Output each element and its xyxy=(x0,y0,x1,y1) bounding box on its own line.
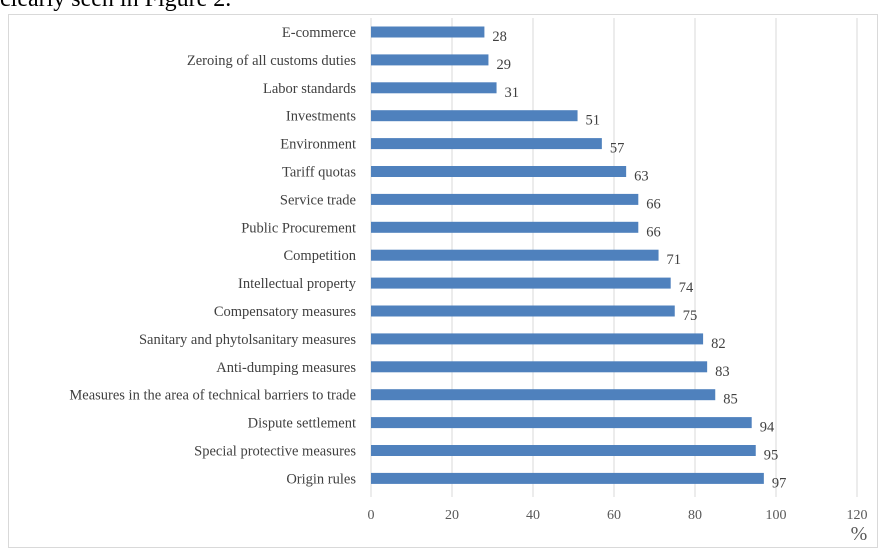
data-label: 66 xyxy=(646,196,661,212)
page-heading-fragment: clearly seen in Figure 2. xyxy=(0,0,231,13)
bar xyxy=(371,193,639,205)
bar xyxy=(371,472,764,484)
data-label: 74 xyxy=(679,280,694,296)
x-tick-label: 20 xyxy=(445,508,459,523)
bar xyxy=(371,389,716,401)
x-tick-label: 0 xyxy=(368,508,375,523)
category-label: Public Procurement xyxy=(241,220,356,236)
bar xyxy=(371,445,756,456)
data-label: 57 xyxy=(610,141,625,157)
data-label: 82 xyxy=(711,336,726,352)
bar xyxy=(371,26,485,38)
x-tick-label: 60 xyxy=(607,508,621,523)
data-label: 51 xyxy=(586,113,601,129)
category-label: Sanitary and phytolsanitary measures xyxy=(139,332,356,348)
data-label: 83 xyxy=(715,364,730,380)
data-label: 63 xyxy=(634,169,649,185)
bar xyxy=(371,333,704,345)
bar xyxy=(371,221,639,233)
x-tick-label: 40 xyxy=(526,508,540,523)
category-label: Anti-dumping measures xyxy=(216,360,356,376)
x-tick-label: 100 xyxy=(766,508,787,523)
bar xyxy=(371,417,752,429)
data-label: 66 xyxy=(646,224,661,240)
category-label: Special protective measures xyxy=(194,444,356,460)
bar xyxy=(371,305,675,317)
category-label: Compensatory measures xyxy=(214,304,357,320)
bar xyxy=(371,82,497,94)
bar xyxy=(371,166,627,177)
bar xyxy=(371,110,578,122)
category-label: Dispute settlement xyxy=(248,416,356,432)
category-label: Investments xyxy=(286,109,356,125)
category-label: Zeroing of all customs duties xyxy=(187,53,356,69)
data-label: 31 xyxy=(505,85,520,101)
data-label: 95 xyxy=(764,448,779,464)
data-label: 85 xyxy=(723,392,738,408)
data-label: 28 xyxy=(492,29,507,45)
category-label: Tariff quotas xyxy=(282,165,356,181)
category-label: E-commerce xyxy=(282,25,356,41)
data-label: 97 xyxy=(772,475,787,491)
data-label: 75 xyxy=(683,308,698,324)
category-label: Environment xyxy=(280,137,356,153)
bar xyxy=(371,138,602,150)
category-label: Origin rules xyxy=(286,471,356,487)
category-label: Measures in the area of technical barrie… xyxy=(69,388,356,404)
x-axis-label: % xyxy=(851,523,868,545)
x-tick-label: 80 xyxy=(688,508,702,523)
bar xyxy=(371,361,708,373)
data-label: 71 xyxy=(667,252,682,268)
category-label: Labor standards xyxy=(263,81,356,97)
category-label: Competition xyxy=(284,248,357,264)
bar xyxy=(371,277,671,289)
category-label: Service trade xyxy=(280,192,356,208)
data-label: 29 xyxy=(496,57,511,73)
x-tick-label: 120 xyxy=(847,508,868,523)
bar xyxy=(371,54,489,66)
data-label: 94 xyxy=(760,420,775,436)
category-label: Intellectual property xyxy=(238,276,357,292)
chart-frame xyxy=(8,14,878,548)
bar xyxy=(371,249,659,261)
